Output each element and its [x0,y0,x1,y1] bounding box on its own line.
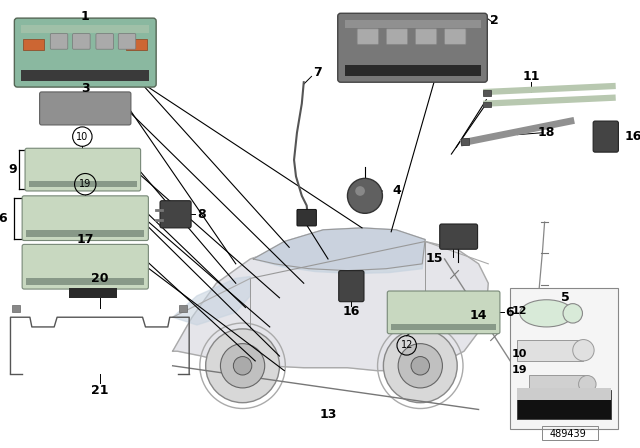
Text: 16: 16 [342,305,360,318]
FancyBboxPatch shape [387,291,500,334]
Text: 19: 19 [79,179,92,189]
Text: 6: 6 [0,211,7,225]
Text: 13: 13 [319,408,337,421]
FancyBboxPatch shape [22,245,148,289]
Bar [21,25,149,33]
Bar [483,90,491,96]
Text: 3: 3 [81,82,90,95]
Circle shape [563,304,582,323]
Circle shape [411,357,429,375]
FancyBboxPatch shape [297,209,316,226]
Bar [21,69,149,81]
Ellipse shape [520,300,573,327]
Text: 21: 21 [91,383,109,396]
Bar [12,305,20,312]
Bar [461,138,469,145]
Circle shape [573,340,594,361]
Text: 20: 20 [91,272,109,285]
Bar [483,102,491,108]
Circle shape [234,357,252,375]
FancyBboxPatch shape [25,148,141,191]
FancyBboxPatch shape [387,29,408,44]
Bar [344,20,481,28]
FancyBboxPatch shape [96,34,113,49]
Text: 19: 19 [511,365,527,375]
Circle shape [220,344,265,388]
Circle shape [205,329,280,403]
FancyBboxPatch shape [22,196,148,241]
Text: 18: 18 [538,126,556,139]
FancyBboxPatch shape [357,29,378,44]
FancyBboxPatch shape [160,201,191,228]
Text: 15: 15 [425,253,443,266]
Text: 8: 8 [197,208,205,221]
Bar [179,305,188,312]
Circle shape [579,375,596,393]
Bar [509,288,618,429]
Text: 5: 5 [561,291,570,304]
Bar [391,324,496,330]
Text: 12: 12 [401,340,413,350]
Text: 1: 1 [81,10,90,23]
Text: 2: 2 [490,13,499,26]
Text: 17: 17 [77,233,94,246]
FancyBboxPatch shape [118,34,136,49]
Polygon shape [173,276,250,325]
FancyBboxPatch shape [440,224,477,249]
Text: 11: 11 [522,70,540,83]
Bar [517,390,611,419]
FancyBboxPatch shape [14,18,156,87]
Circle shape [538,303,547,312]
Text: 10: 10 [76,132,88,142]
Bar [26,230,145,237]
FancyBboxPatch shape [445,29,466,44]
Text: 7: 7 [314,66,322,79]
Bar [517,388,611,400]
FancyBboxPatch shape [338,13,487,82]
Text: 12: 12 [511,306,527,316]
Bar [26,278,145,285]
Bar [126,39,147,50]
Circle shape [355,186,365,196]
Text: 4: 4 [392,185,401,198]
Circle shape [383,329,457,403]
Bar [23,39,44,50]
FancyBboxPatch shape [339,271,364,302]
Circle shape [348,178,383,213]
Circle shape [398,344,442,388]
Text: 16: 16 [624,130,640,143]
FancyBboxPatch shape [51,34,68,49]
FancyBboxPatch shape [593,121,618,152]
FancyBboxPatch shape [415,29,437,44]
FancyBboxPatch shape [40,92,131,125]
Text: 10: 10 [511,349,527,359]
Text: 6: 6 [506,306,515,319]
Bar [529,375,588,393]
Bar [68,288,117,298]
Bar [29,181,137,187]
FancyBboxPatch shape [72,34,90,49]
Text: 9: 9 [8,163,17,176]
Polygon shape [173,237,488,370]
Polygon shape [253,228,425,271]
Bar [517,340,584,361]
Text: 14: 14 [470,309,487,322]
Polygon shape [253,228,425,274]
Text: 489439: 489439 [550,429,586,439]
Bar [541,426,598,439]
Bar [344,65,481,77]
